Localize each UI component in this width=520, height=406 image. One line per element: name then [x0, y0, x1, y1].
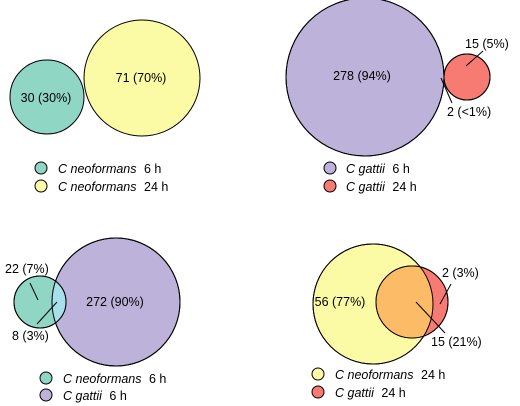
legend-swatch-c-gattii-6h [39, 388, 53, 402]
region-label-c-gattii-6h-only: 272 (90%) [86, 295, 144, 309]
venn-outline-c-neoformans-24h [312, 243, 434, 365]
venn-circle-c-neoformans-24h [83, 19, 201, 137]
legend-time-label: 6 h [392, 162, 409, 176]
legend-swatch-c-neoformans-6h [34, 161, 48, 175]
svg-text:C neoformans 24 h: C neoformans 24 h [58, 180, 168, 194]
venn-overlap-c-neoformans-c-gattii-24h [376, 266, 433, 338]
leader-line-c-neoformans-c-gattii-overlap [36, 301, 58, 325]
leader-line-c-gattii-24h [465, 50, 484, 67]
legend-item: C neoformans 6 h [39, 371, 166, 386]
leader-line-c-neoformans-c-gattii-24h-overlap [415, 301, 446, 334]
region-label-c-neoformans-6h-only: 22 (7%) [5, 262, 49, 276]
legend-time-label: 24 h [392, 180, 416, 194]
legend-species-label: C neoformans [335, 368, 414, 382]
legend-species-label: C neoformans [58, 162, 137, 176]
venn-panel-bottom-left: 22 (7%) 272 (90%) 8 (3%) C neoformans 6 … [5, 237, 181, 403]
venn-outline-c-neoformans-6h [13, 275, 67, 329]
legend-time-label: 24 h [381, 386, 405, 400]
venn-outline-c-gattii-24h [443, 53, 491, 101]
venn-panel-top-left: 30 (30%) 71 (70%) C neoformans 6 h C neo… [9, 19, 201, 194]
leader-line-c-neoformans-6h [29, 282, 39, 301]
region-label-c-gattii-24h-only: 15 (5%) [465, 37, 509, 51]
legend-species-label: C gattii [63, 389, 103, 403]
venn-panel-bottom-right: 56 (77%) 2 (3%) 15 (21%) C neoformans 24… [311, 243, 482, 400]
region-label-c-neoformans-24h-only: 71 (70%) [116, 71, 167, 85]
venn-outline-c-gattii-6h [51, 237, 181, 367]
legend-swatch-c-neoformans-24h [34, 179, 48, 193]
venn-panel-top-right: 278 (94%) 15 (5%) 2 (<1%) C gattii 6 h C… [285, 0, 509, 194]
legend-species-label: C neoformans [58, 180, 137, 194]
legend-time-label: 6 h [109, 389, 126, 403]
svg-text:C neoformans 6 h: C neoformans 6 h [58, 162, 161, 176]
region-label-c-neoformans-6h-only: 30 (30%) [21, 91, 72, 105]
legend-item: C gattii 6 h [39, 388, 127, 403]
region-label-c-gattii-24h-only: 2 (3%) [442, 266, 479, 280]
legend-swatch-c-neoformans-24h [311, 367, 325, 381]
legend-species-label: C gattii [335, 386, 375, 400]
svg-text:C gattii 24 h: C gattii 24 h [346, 180, 417, 194]
legend-swatch-c-gattii-6h [323, 161, 337, 175]
svg-text:C gattii 6 h: C gattii 6 h [346, 162, 410, 176]
legend-swatch-c-neoformans-6h [39, 371, 53, 385]
legend-swatch-c-gattii-24h [311, 385, 325, 399]
region-label-c-gattii-overlap: 2 (<1%) [447, 105, 491, 119]
legend-item: C neoformans 24 h [311, 367, 445, 382]
svg-text:C gattii 24 h: C gattii 24 h [335, 386, 406, 400]
legend-species-label: C gattii [346, 180, 386, 194]
region-label-c-neoformans-c-gattii-overlap: 8 (3%) [12, 329, 49, 343]
legend-item: C gattii 24 h [311, 385, 406, 400]
legend-bottom-left: C neoformans 6 h C gattii 6 h [39, 371, 166, 403]
legend-time-label: 6 h [144, 162, 161, 176]
legend-item: C neoformans 24 h [34, 179, 168, 194]
legend-swatch-c-gattii-24h [323, 179, 337, 193]
region-label-c-neoformans-24h-only: 56 (77%) [315, 295, 366, 309]
legend-top-right: C gattii 6 h C gattii 24 h [323, 161, 417, 194]
legend-bottom-right: C neoformans 24 h C gattii 24 h [311, 367, 445, 400]
leader-line-c-gattii-overlap [440, 77, 453, 104]
legend-species-label: C neoformans [63, 372, 142, 386]
svg-text:C neoformans 24 h: C neoformans 24 h [335, 368, 445, 382]
legend-item: C gattii 24 h [323, 179, 417, 194]
legend-time-label: 24 h [421, 368, 445, 382]
venn-circle-c-neoformans-6h [9, 59, 85, 135]
legend-top-left: C neoformans 6 h C neoformans 24 h [34, 161, 168, 194]
legend-time-label: 24 h [144, 180, 168, 194]
svg-text:C neoformans 6 h: C neoformans 6 h [63, 372, 166, 386]
svg-text:C gattii 6 h: C gattii 6 h [63, 389, 127, 403]
legend-item: C neoformans 6 h [34, 161, 161, 176]
legend-time-label: 6 h [149, 372, 166, 386]
legend-species-label: C gattii [346, 162, 386, 176]
region-label-c-neoformans-c-gattii-24h-overlap: 15 (21%) [431, 335, 482, 349]
venn-outline-c-gattii-24h [375, 265, 449, 339]
region-label-c-gattii-6h-only: 278 (94%) [333, 69, 391, 83]
leader-line-c-gattii-24h [439, 283, 452, 305]
legend-item: C gattii 6 h [323, 161, 410, 176]
